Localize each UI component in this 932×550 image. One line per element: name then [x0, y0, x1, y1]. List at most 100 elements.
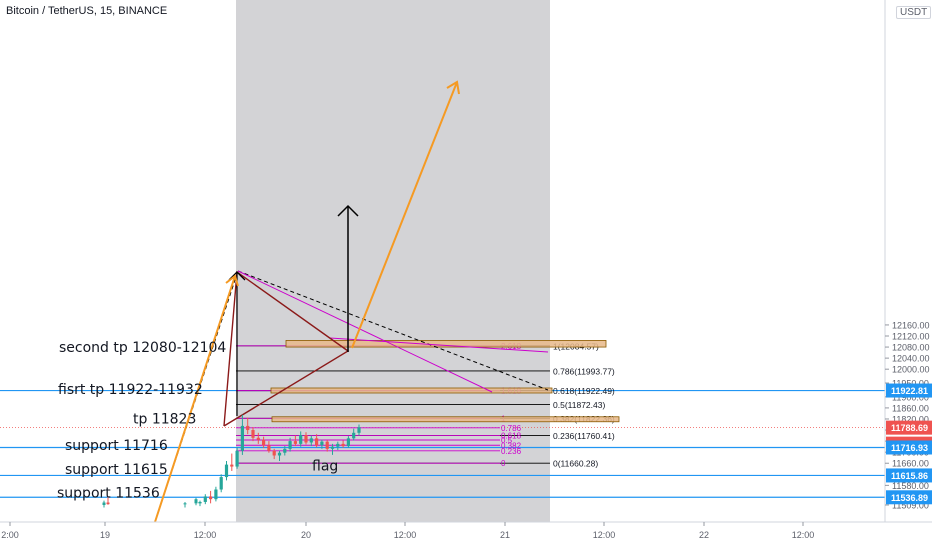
candle [235, 450, 239, 467]
candle [346, 438, 350, 447]
candle [102, 502, 106, 505]
fib-extension-label: 0.236 [501, 447, 522, 456]
annotation-text: support 11716 [65, 438, 168, 454]
annotation-text: support 11536 [57, 485, 160, 501]
price-tick-label: 11860.00 [892, 403, 929, 413]
candle [246, 425, 250, 431]
fib-extension-label: 0.382 [501, 441, 522, 450]
candle [209, 496, 213, 500]
projection-zone [236, 0, 550, 522]
price-badge-label: 11922.81 [891, 386, 928, 396]
annotation-text: flag [312, 458, 338, 474]
time-tick-label: 20 [301, 530, 311, 540]
price-tick-label: 12120.00 [892, 331, 930, 341]
time-tick-label: 22 [699, 530, 709, 540]
candle [320, 441, 324, 446]
fib-extension-label: 0.5 [501, 436, 513, 445]
arrow-head [337, 204, 359, 217]
candle [183, 503, 187, 505]
candle [304, 435, 308, 443]
candle [341, 443, 345, 447]
candle [224, 464, 229, 478]
candle [277, 452, 282, 456]
fib-extension-label: 0.618 [501, 431, 522, 440]
dashed-trendline [237, 270, 549, 391]
time-tick-label: 12:00 [394, 530, 417, 540]
price-tick-label: 12040.00 [892, 354, 930, 364]
candle [251, 430, 255, 438]
candle [198, 501, 202, 504]
tp-zone-box [285, 340, 607, 348]
annotation-text: tp 11823 [133, 412, 196, 428]
time-axis[interactable]: 2:00 19 12:00 20 12:00 21 12:00 22 12:00 [1, 522, 814, 540]
candle [194, 499, 198, 504]
tp-zone-box [270, 387, 553, 394]
price-tick-label: 12080.00 [892, 343, 930, 353]
price-tick-label: 11820.00 [892, 414, 929, 424]
orange-arrow [351, 81, 458, 349]
candle [267, 445, 271, 451]
price-tick-label: 11509.00 [892, 501, 929, 511]
candle [230, 464, 234, 467]
candle [288, 441, 292, 449]
price-badge [886, 468, 932, 483]
price-badge [886, 420, 932, 435]
fib-retracement-label: 0.618(11922.49) [553, 386, 615, 396]
candle [240, 425, 244, 451]
candle [309, 438, 313, 443]
price-badge-label: 11536.89 [891, 493, 928, 503]
currency-button[interactable]: USDT [896, 6, 932, 19]
tp-zone-box [271, 416, 620, 423]
fib-retracement-label: 0.786(11993.77) [553, 366, 615, 376]
price-badge-label: 11788.69 [891, 423, 928, 433]
price-tick-label: 11950.00 [892, 379, 929, 389]
flag-triangle [223, 270, 350, 427]
orange-arrow [154, 275, 236, 523]
candle [299, 435, 303, 444]
candle [214, 489, 218, 500]
time-tick-label: 19 [100, 530, 110, 540]
price-tick-label: 11660.00 [892, 459, 929, 469]
time-tick-label: 2:00 [1, 530, 19, 540]
time-tick-label: 12:00 [194, 530, 217, 540]
time-tick-label: 12:00 [593, 530, 616, 540]
price-badge-label: 11615.86 [891, 471, 928, 481]
fib-retracement-label: 0.236(11760.41) [553, 431, 615, 441]
price-badge-label: 11716.93 [891, 443, 928, 453]
fib-extension-label: 0.786 [501, 424, 522, 433]
candle [283, 448, 287, 453]
annotation-text: fisrt tp 11922-11932 [58, 382, 203, 398]
retrace-line [237, 270, 493, 393]
candle [262, 439, 266, 446]
price-tick-label: 12000.00 [892, 365, 930, 375]
price-badge [886, 383, 932, 398]
retrace-line [329, 337, 549, 353]
annotation-text: second tp 12080-12104 [59, 340, 226, 356]
fib-retracement-label: 0(11660.28) [553, 459, 598, 469]
time-tick-label: 21 [500, 530, 510, 540]
candle [357, 427, 361, 433]
price-tick-label: 11580.00 [892, 481, 929, 491]
candle [325, 441, 329, 449]
candle [352, 432, 356, 439]
annotation-text: support 11615 [65, 462, 168, 478]
candle [256, 437, 260, 440]
time-tick-label: 12:00 [792, 530, 815, 540]
price-badge [886, 440, 932, 455]
candle [293, 441, 297, 444]
price-badge [886, 490, 932, 505]
candle [336, 443, 340, 447]
fib-retracement-label: 0.5(11872.43) [553, 400, 605, 410]
candle [315, 438, 319, 446]
fib-extension-label: 0 [501, 459, 506, 468]
price-tick-label: 12160.00 [892, 320, 930, 330]
candle [203, 496, 207, 502]
candle [330, 446, 335, 449]
arrow-head [446, 80, 460, 95]
candle [106, 502, 110, 505]
arrow-head [225, 274, 239, 287]
candle [219, 477, 223, 490]
candle [272, 450, 276, 456]
chart-title: Bitcoin / TetherUS, 15, BINANCE [6, 5, 168, 17]
